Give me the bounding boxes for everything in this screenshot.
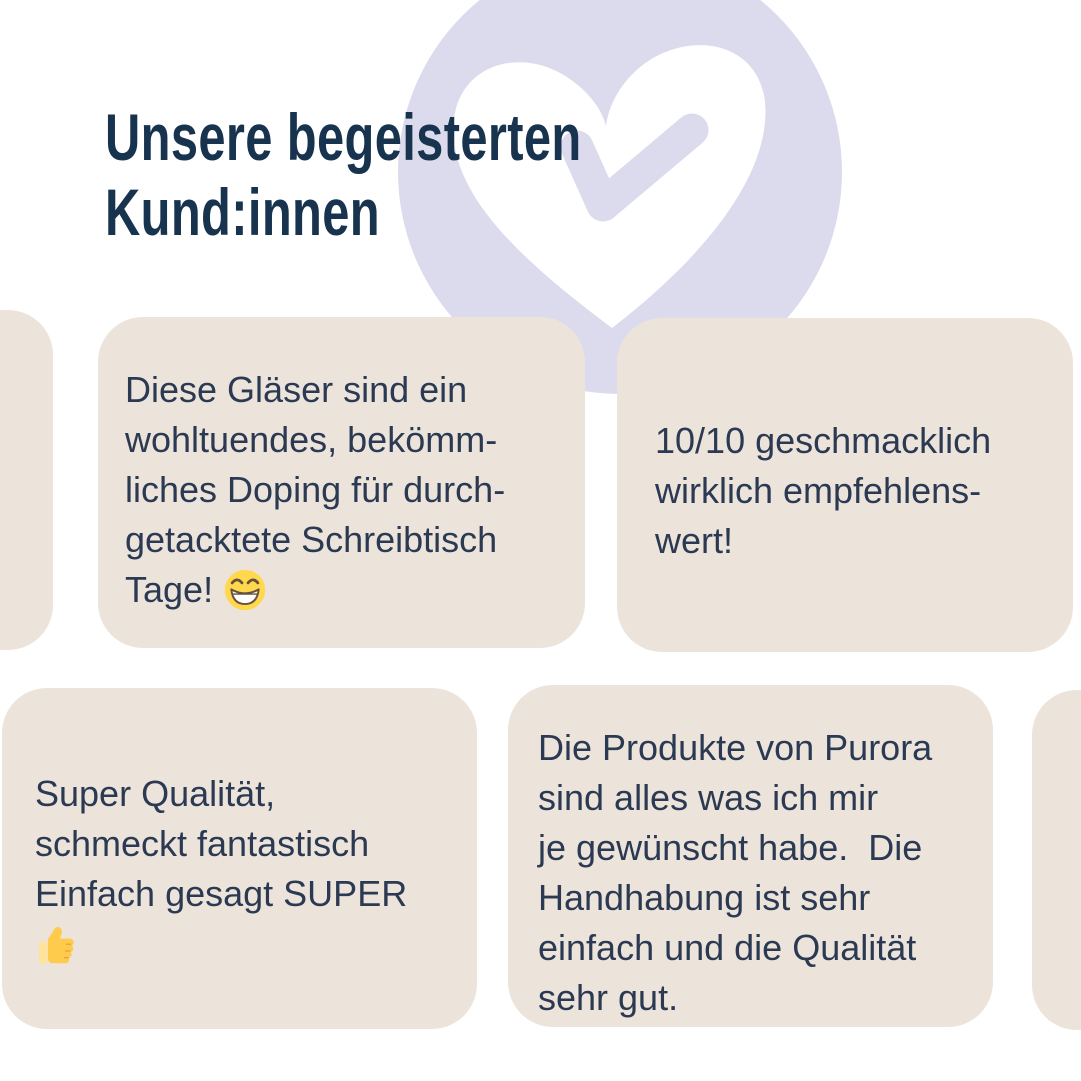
checkmark-icon [560, 113, 709, 222]
testimonial-line: wirklich empfehlens- [655, 470, 982, 511]
testimonial-line: Diese Gläser sind ein [125, 369, 468, 410]
beaming-face-emoji-icon [224, 569, 266, 611]
testimonial-line: sind alles was ich mir [538, 777, 879, 818]
page-title-line-2: Kund:innen [105, 175, 380, 249]
testimonial-line: wert! [655, 520, 734, 561]
testimonial-line: 10/10 geschmacklich [655, 420, 992, 461]
testimonial-line: schmeckt fantastisch [35, 822, 370, 864]
testimonial-card-4: Die Produkte von Purora sind alles was i… [508, 685, 993, 1027]
testimonial-line: getacktete Schreibtisch [125, 519, 498, 560]
testimonial-line: Einfach gesagt SUPER [35, 872, 408, 914]
testimonial-card-2: 10/10 geschmacklich wirklich empfehlens-… [617, 318, 1073, 652]
testimonial-line: sehr gut. [538, 977, 679, 1018]
heart-check-badge-icon [398, 0, 842, 394]
thumbs-up-emoji-icon [39, 926, 74, 964]
testimonial-line: je gewünscht habe. Die [538, 827, 923, 868]
testimonial-line: wohltuendes, bekömm- [125, 419, 498, 460]
testimonial-line: liches Doping für durch- [125, 469, 506, 510]
testimonial-card-3: Super Qualität, schmeckt fantastisch Ein… [2, 688, 477, 1029]
testimonial-line: Die Produkte von Purora [538, 727, 933, 768]
testimonial-line: einfach und die Qualität [538, 927, 917, 968]
testimonial-line [35, 923, 457, 969]
testimonial-card-partial-right [1032, 690, 1081, 1030]
page-title-line-1: Unsere begeisterten [105, 100, 582, 174]
testimonial-line: Super Qualität, [35, 772, 276, 814]
testimonial-line: Handhabung ist sehr [538, 877, 871, 918]
testimonial-line: Tage! [125, 565, 565, 615]
testimonial-card-partial-left [0, 310, 53, 650]
testimonial-card-1: Diese Gläser sind ein wohltuendes, beköm… [98, 317, 585, 648]
page-title: Unsere begeisterten Kund:innen [105, 100, 582, 250]
testimonial-line-text: Tage! [125, 569, 214, 610]
